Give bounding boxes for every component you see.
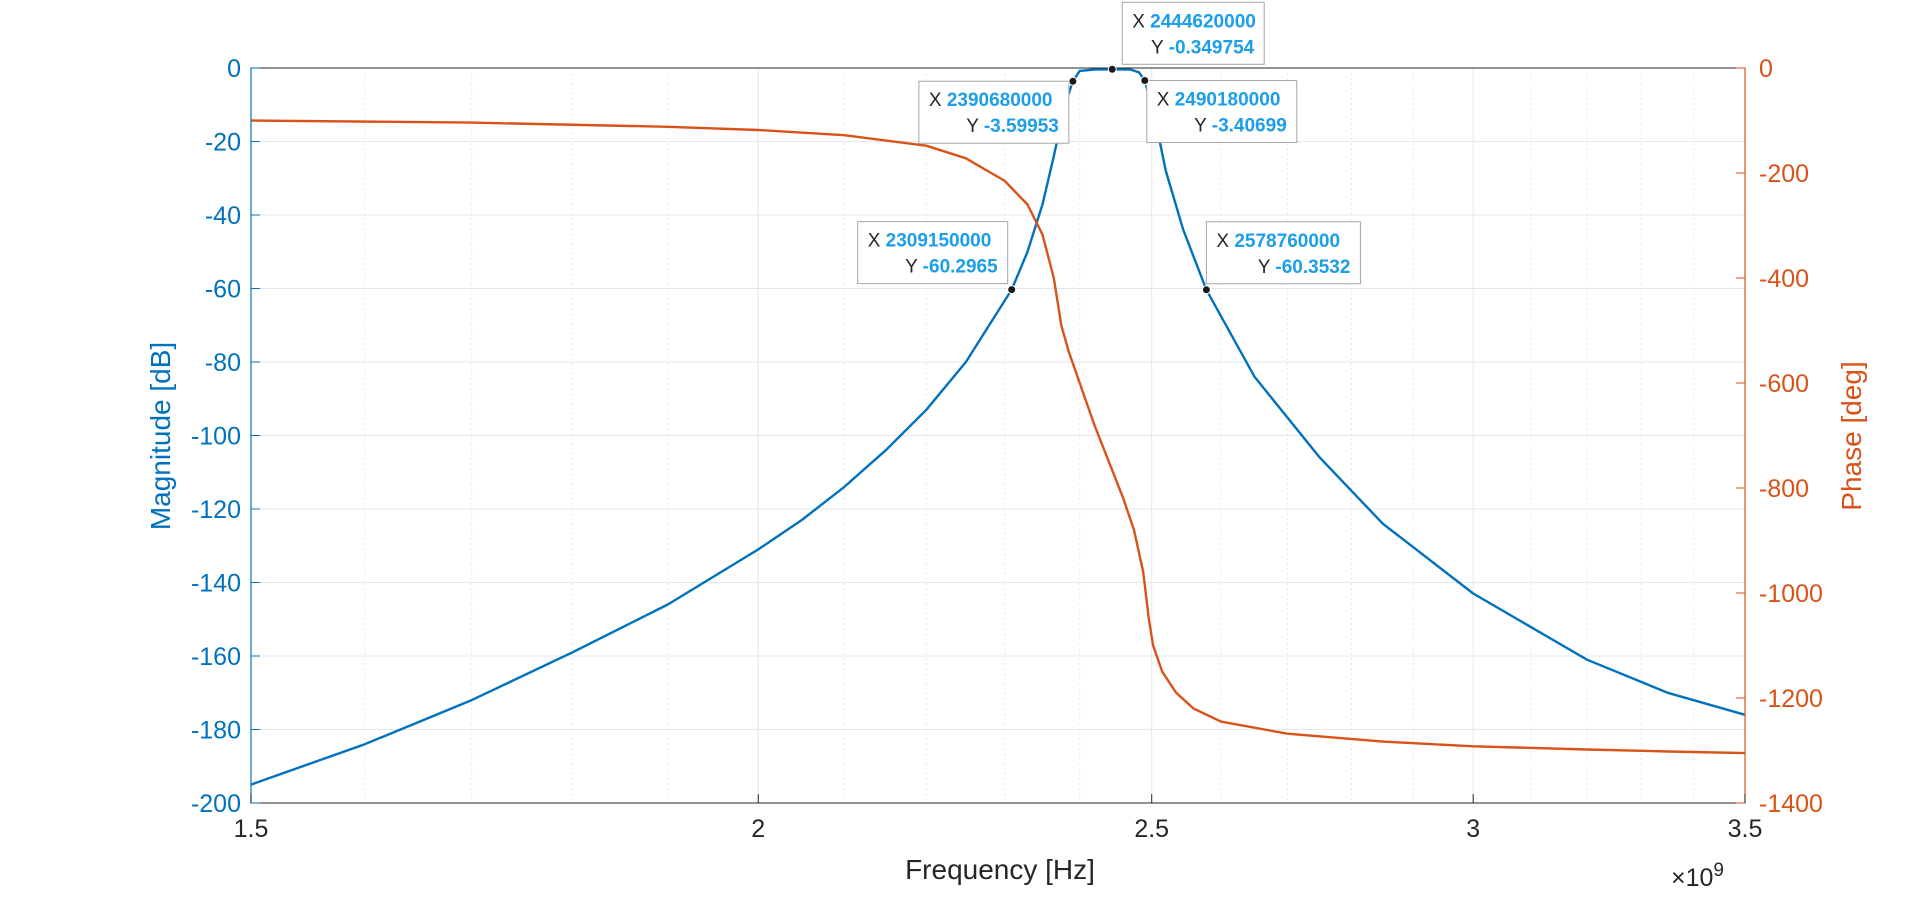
datatip: X 2390680000 Y -3.59953 [918,76,1078,144]
datatip: X 2578760000 Y -60.3532 [1201,221,1361,295]
x-axis-label: Frequency [Hz] [905,854,1095,885]
x-exponent-label: ×109 [1671,860,1724,892]
y-right-tick-label: -1400 [1759,790,1823,818]
x-tick-label: 1.5 [234,815,269,843]
datatip-marker [1007,285,1017,295]
y-right-tick-label: -1200 [1759,685,1823,713]
y-left-tick-label: -40 [205,202,241,230]
datatip-y-row: Y -60.3532 [1258,257,1351,278]
y-right-tick-label: -1000 [1759,580,1823,608]
y-right-tick-label: -200 [1759,160,1809,188]
datatip-box [1121,1,1265,65]
datatip-x-row: X 2578760000 [1216,231,1340,252]
datatip-y-row: Y -60.2965 [905,257,998,278]
datatip-layer: X 2444620000 Y -0.349754 X 2390680000 Y -3.… [857,1,1361,295]
y-left-tick-label: 0 [227,55,241,83]
datatip-marker [1201,285,1211,295]
datatip-x-row: X 2390680000 [929,90,1053,111]
y-right-tick-label: -600 [1759,370,1809,398]
y-left-tick-label: -200 [191,790,241,818]
datatip-marker [1140,76,1150,86]
datatip-y-row: Y -3.59953 [966,116,1059,137]
y-left-tick-label: -120 [191,496,241,524]
y-right-tick-label: -800 [1759,475,1809,503]
y-left-tick-label: -100 [191,423,241,451]
x-tick-label: 3 [1466,815,1480,843]
datatip-y-row: Y -0.349754 [1151,37,1255,58]
magnitude-line [250,68,1746,786]
datatip-x-row: X 2444620000 [1132,11,1256,32]
datatip-marker [1107,64,1117,74]
x-tick-label: 2 [751,815,765,843]
y-left-tick-label: -140 [191,570,241,598]
datatip-box [1146,80,1298,144]
datatip-x-row: X 2309150000 [868,231,992,252]
datatip: X 2444620000 Y -0.349754 [1107,1,1265,74]
y-left-tick-label: -180 [191,717,241,745]
datatip-box [857,221,1009,285]
datatip: X 2309150000 Y -60.2965 [857,221,1017,295]
tick-layer: 0 -20 -40 -60 -80 -100 -120 -140 -160 -180 -200 0 -2… [191,55,1823,843]
y-left-axis-label: Magnitude [dB] [145,342,176,530]
phase-line [250,119,1746,755]
datatip-x-row: X 2490180000 [1157,90,1281,111]
y-left-tick-label: -20 [205,129,241,157]
y-left-tick-label: -160 [191,643,241,671]
datatip-marker [1068,76,1078,86]
y-right-tick-label: 0 [1759,55,1773,83]
datatip-y-row: Y -3.40699 [1194,116,1287,137]
y-right-axis-label: Phase [deg] [1836,361,1867,510]
datatip-box [1205,221,1361,285]
y-left-tick-label: -80 [205,349,241,377]
x-tick-label: 2.5 [1134,815,1169,843]
y-right-tick-label: -400 [1759,265,1809,293]
datatip-box [918,80,1070,144]
series-layer [250,68,1746,786]
datatip: X 2490180000 Y -3.40699 [1140,76,1298,144]
y-left-tick-label: -60 [205,276,241,304]
x-tick-label: 3.5 [1728,815,1763,843]
